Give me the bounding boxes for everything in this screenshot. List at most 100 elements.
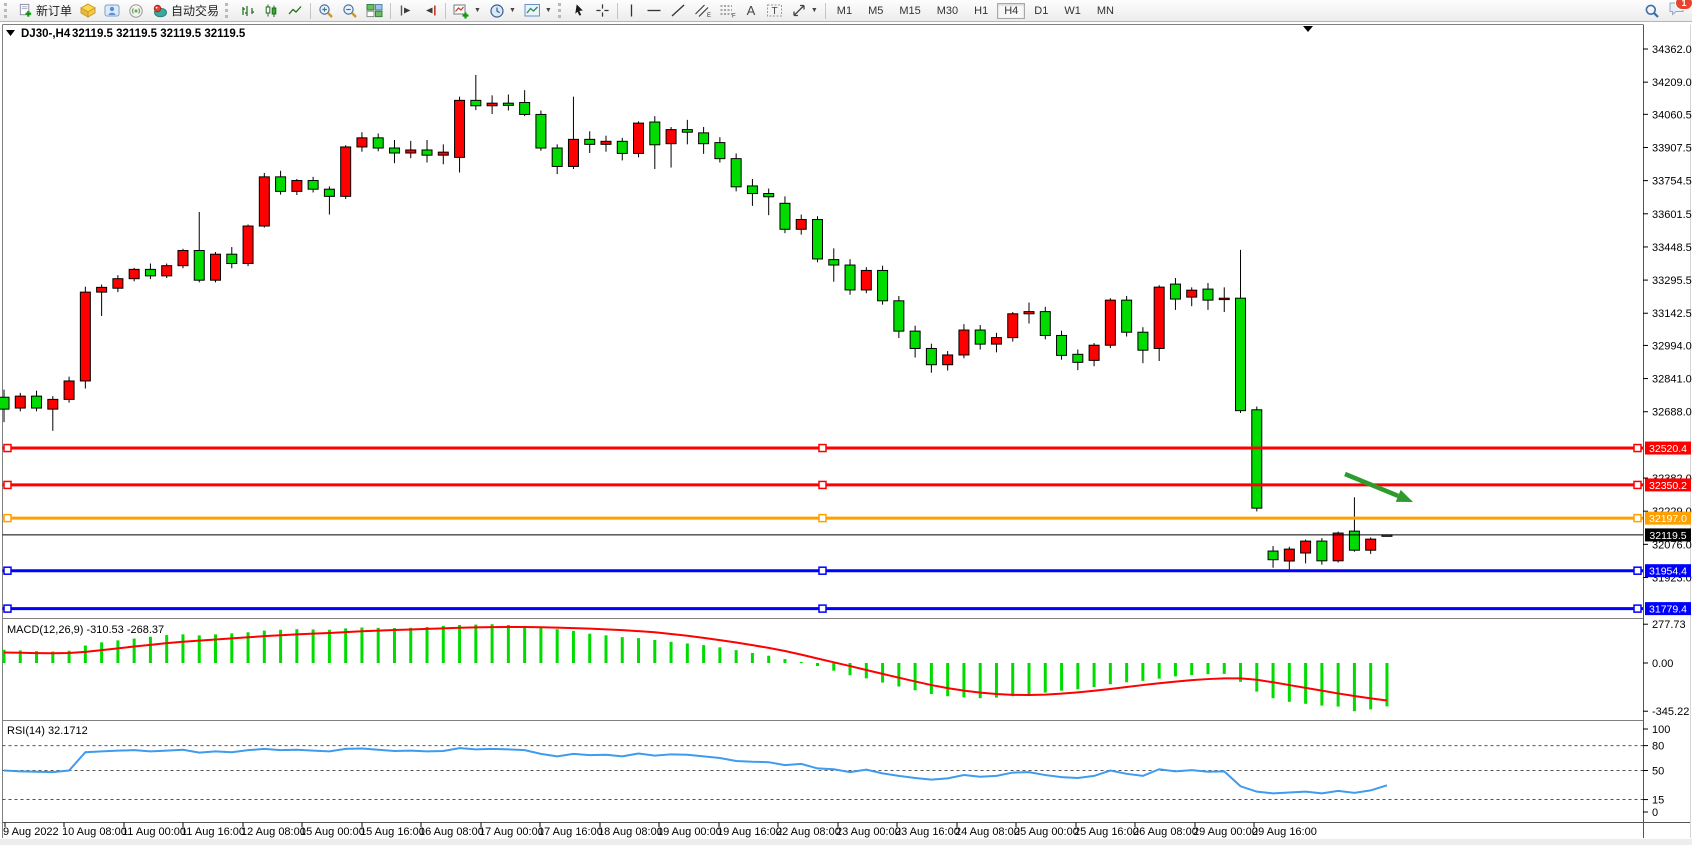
candle-bullish [1007,313,1019,339]
dropdown-arrow-icon[interactable] [1303,26,1313,32]
candle-bearish [812,219,823,260]
vertical-line-button[interactable] [621,0,642,22]
hline-handle[interactable] [1633,480,1642,490]
timeframe-MN[interactable]: MN [1096,4,1114,17]
line-chart-button[interactable] [283,0,307,22]
candle-bullish [340,146,352,197]
price-axis[interactable] [1644,25,1692,822]
price-badge-label: 31954.4 [1649,566,1687,578]
price-badge [1645,441,1691,455]
hline-handle[interactable] [818,566,827,575]
chart-menu-icon[interactable] [6,30,15,36]
macd-label: MACD(12,26,9) -310.53 -268.37 [7,624,164,636]
periods-button[interactable]: ▼ [485,0,520,22]
auto-scroll-button[interactable] [394,0,418,22]
hline-handle[interactable] [818,604,827,613]
price-badge-label: 31779.4 [1649,604,1687,616]
new-order-button[interactable]: 新订单 [14,0,76,22]
tile-windows-icon [366,4,383,18]
hline-handle[interactable] [3,604,12,613]
chart-shift-button[interactable] [418,0,442,22]
price-badge [1645,528,1691,542]
toolbar-grip[interactable] [4,3,12,18]
toolbar-grip[interactable] [225,3,233,18]
price-badge-label: 32197.0 [1649,513,1687,525]
cursor-icon [575,4,583,16]
label-button[interactable]: T [762,0,787,22]
zoom-in-button[interactable] [314,0,338,22]
time-axis[interactable] [2,823,1645,838]
signals-button[interactable] [124,0,148,22]
text-button[interactable]: A [740,0,762,22]
rsi-label: RSI(14) 32.1712 [7,725,88,737]
timeframe-D1[interactable]: D1 [1034,4,1049,17]
metaeditor-button[interactable] [76,0,100,22]
toolbar-grip[interactable] [557,3,566,18]
timeframe-M5[interactable]: M5 [868,4,884,17]
search-icon[interactable] [1644,3,1660,19]
candle-bullish [291,180,303,192]
timeframe-W1[interactable]: W1 [1064,4,1081,17]
chart-title-symbol: DJ30-,H4 [21,28,71,40]
hline-handle[interactable] [1633,513,1642,523]
bar-chart-button[interactable] [235,0,259,22]
hline-handle[interactable] [1633,566,1642,575]
rsi-line [3,747,1388,795]
arrow-annotation[interactable] [1344,471,1400,498]
line-chart-icon [288,6,302,15]
candle-bullish [1300,540,1312,554]
timeframe-H1[interactable]: H1 [974,4,989,17]
hline-handle[interactable] [3,566,12,575]
timeframe-M1[interactable]: M1 [836,4,853,17]
svg-text:A: A [747,3,756,18]
zoom-out-button[interactable] [338,0,362,22]
candle-bearish [877,269,889,302]
x-tick-label: 24 Aug 08:00 [955,826,1020,838]
price-badge [1645,478,1691,492]
tile-windows-button[interactable] [362,0,387,22]
candle-bearish [1137,331,1149,351]
macd-signal-line [3,625,1388,702]
notification-badge: 1 [1675,0,1692,10]
hline-handle[interactable] [1633,443,1642,453]
macd-tick-label: 0.00 [1652,658,1673,670]
candle-bullish [112,278,124,289]
equidistant-channel-icon: E [694,4,711,18]
chart-shift-icon [426,5,436,16]
timeframe-H4[interactable]: H4 [997,2,1026,19]
hline-handle[interactable] [3,513,12,523]
candle-bullish [600,140,612,145]
arrow-annotation-head[interactable] [1395,489,1413,502]
hline-handle[interactable] [818,480,827,490]
hline-handle[interactable] [1633,604,1642,613]
hline-handle[interactable] [3,480,12,490]
candle-bearish [763,193,775,198]
hline-handle[interactable] [818,443,827,453]
y-tick-label: 33754.5 [1652,176,1692,188]
hline-handle[interactable] [818,513,827,523]
equidistant-channel-button[interactable]: E [690,0,715,22]
cursor-button[interactable] [568,0,591,22]
candlestick-chart-button[interactable] [259,0,283,22]
horizontal-line-button[interactable] [642,0,666,22]
profile-button[interactable] [100,0,124,22]
candle-bearish [372,137,384,149]
candle-bearish [275,176,287,192]
autotrading-button[interactable]: 自动交易 [148,0,223,22]
candle-bullish [356,137,368,148]
candle-bullish [633,122,645,154]
candle-bearish [1121,299,1133,333]
arrows-button[interactable]: ▼ [787,0,822,22]
x-tick-label: 16 Aug 08:00 [419,826,484,838]
bottom-scroll-strip[interactable] [0,839,1692,845]
trendline-button[interactable] [666,0,690,22]
auto-scroll-icon [400,5,411,16]
timeframe-M30[interactable]: M30 [936,4,959,17]
crosshair-button[interactable] [591,0,614,22]
indicators-button[interactable]: ▼ [449,0,485,22]
templates-button[interactable]: ▼ [520,0,556,22]
notifications-button[interactable]: 1 [1668,0,1692,21]
hline-handle[interactable] [3,443,12,453]
fibonacci-button[interactable]: F [715,0,740,22]
timeframe-M15[interactable]: M15 [899,4,921,17]
